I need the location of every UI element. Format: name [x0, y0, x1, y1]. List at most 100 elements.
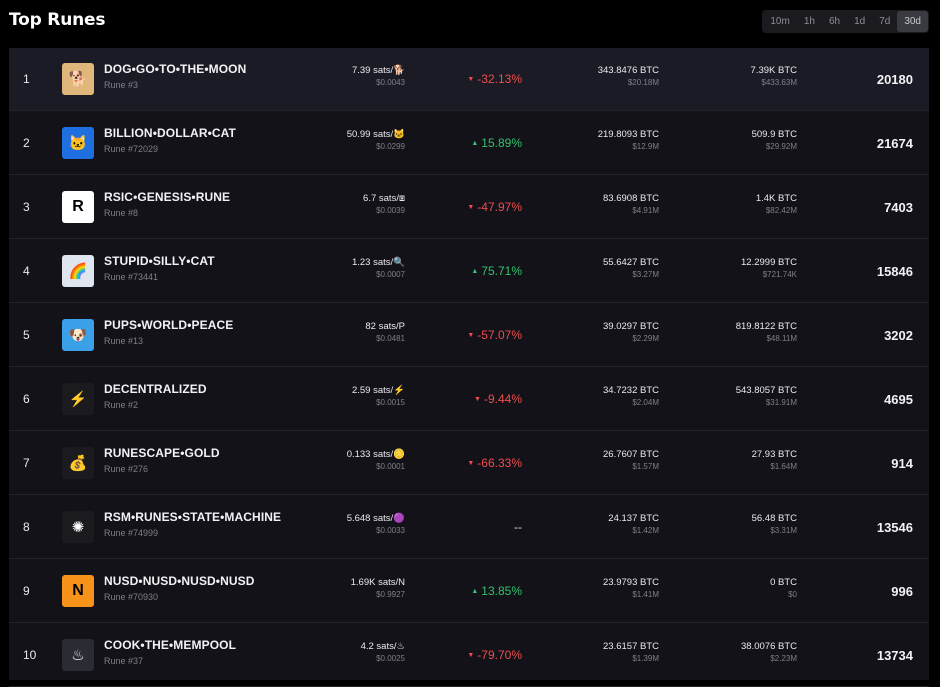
- runes-table: 1 🐕 DOG•GO•TO•THE•MOON Rune #3 7.39 sats…: [9, 48, 929, 687]
- volume-cell: 26.7607 BTC $1.57M: [603, 448, 659, 473]
- avatar-glyph: 🐱: [68, 135, 88, 152]
- table-row[interactable]: 7 💰 RUNESCAPE•GOLD Rune #276 0.133 sats/…: [9, 432, 929, 495]
- holders-count: 914: [891, 455, 913, 471]
- rune-number: Rune #72029: [104, 144, 159, 154]
- table-row[interactable]: 5 🐶 PUPS•WORLD•PEACE Rune #13 82 sats/P …: [9, 304, 929, 367]
- price-usd: $0.0015: [376, 398, 405, 407]
- price-sats: 1.23 sats/🔍: [351, 257, 405, 268]
- range-tab-1d[interactable]: 1d: [854, 16, 866, 27]
- network-icon: ✺: [62, 511, 94, 543]
- rune-name-link[interactable]: RUNESCAPE•GOLD: [104, 446, 220, 460]
- down-arrow-icon: ▼: [467, 459, 475, 467]
- range-tab-7d[interactable]: 7d: [879, 16, 891, 27]
- volume-usd: $3.27M: [632, 270, 659, 279]
- rune-name-link[interactable]: DECENTRALIZED: [104, 382, 207, 396]
- rune-number: Rune #2: [104, 400, 139, 410]
- cat-icon: 🐱: [62, 127, 94, 159]
- market-cap-cell: 27.93 BTC $1.64M: [752, 448, 797, 473]
- market-cap-cell: 56.48 BTC $3.31M: [752, 512, 797, 537]
- rune-number: Rune #70930: [104, 592, 159, 602]
- rune-name-link[interactable]: STUPID•SILLY•CAT: [104, 254, 215, 268]
- market-cap-usd: $433.63M: [761, 78, 797, 87]
- rune-name-link[interactable]: NUSD•NUSD•NUSD•NUSD: [104, 574, 255, 588]
- volume-cell: 219.8093 BTC $12.9M: [598, 128, 659, 153]
- rune-number: Rune #276: [104, 464, 149, 474]
- volume-cell: 23.9793 BTC $1.41M: [603, 576, 659, 601]
- range-tab-10m[interactable]: 10m: [770, 16, 790, 27]
- holders-count: 20180: [876, 71, 913, 87]
- market-cap-cell: 38.0076 BTC $2.23M: [741, 640, 797, 665]
- rune-number: Rune #73441: [104, 272, 159, 282]
- market-cap-cell: 1.4K BTC $82.42M: [756, 192, 797, 217]
- price-cell: 4.2 sats/♨ $0.0025: [361, 640, 405, 665]
- up-arrow-icon: ▲: [471, 139, 479, 147]
- avatar-glyph: ♨: [71, 647, 85, 664]
- volume-usd: $1.42M: [632, 526, 659, 535]
- pups-icon: 🐶: [62, 319, 94, 351]
- avatar-glyph: ⚡: [68, 391, 88, 408]
- change-value: -47.97%: [477, 200, 522, 214]
- volume-btc: 83.6908 BTC: [603, 193, 659, 204]
- volume-btc: 34.7232 BTC: [603, 385, 659, 396]
- volume-cell: 343.8476 BTC $20.18M: [598, 64, 659, 89]
- table-row[interactable]: 8 ✺ RSM•RUNES•STATE•MACHINE Rune #74999 …: [9, 496, 929, 559]
- market-cap-usd: $721.74K: [762, 270, 797, 279]
- volume-usd: $2.04M: [632, 398, 659, 407]
- range-tab-1h[interactable]: 1h: [803, 16, 815, 27]
- price-cell: 1.69K sats/N $0.9927: [351, 576, 405, 601]
- avatar-glyph: 🌈: [68, 263, 88, 280]
- table-row[interactable]: 1 🐕 DOG•GO•TO•THE•MOON Rune #3 7.39 sats…: [9, 48, 929, 111]
- volume-btc: 55.6427 BTC: [603, 257, 659, 268]
- market-cap-usd: $1.64M: [770, 462, 797, 471]
- change-value: --: [514, 520, 522, 534]
- table-row[interactable]: 9 N NUSD•NUSD•NUSD•NUSD Rune #70930 1.69…: [9, 560, 929, 623]
- change-percent: ▼ -57.07%: [467, 304, 522, 366]
- table-row[interactable]: 4 🌈 STUPID•SILLY•CAT Rune #73441 1.23 sa…: [9, 240, 929, 303]
- market-cap-btc: 38.0076 BTC: [741, 641, 797, 652]
- table-row[interactable]: 2 🐱 BILLION•DOLLAR•CAT Rune #72029 50.99…: [9, 112, 929, 175]
- range-tab-6h[interactable]: 6h: [828, 16, 841, 27]
- change-percent: ▼ -9.44%: [474, 368, 522, 430]
- rune-name-link[interactable]: RSM•RUNES•STATE•MACHINE: [104, 510, 282, 524]
- nusd-logo-icon: N: [62, 575, 94, 607]
- market-cap-btc: 819.8122 BTC: [735, 321, 797, 332]
- price-usd: $0.0299: [376, 142, 405, 151]
- holders-count: 3202: [884, 327, 913, 343]
- change-percent: ▼ -66.33%: [467, 432, 522, 494]
- up-arrow-icon: ▲: [471, 587, 479, 595]
- rank-number: 6: [23, 392, 30, 406]
- price-usd: $0.9927: [376, 590, 405, 599]
- change-percent: --: [514, 496, 522, 558]
- price-sats: 2.59 sats/⚡: [351, 385, 405, 396]
- range-tab-30d[interactable]: 30d: [897, 11, 928, 32]
- lightning-icon: ⚡: [62, 383, 94, 415]
- volume-btc: 24.137 BTC: [608, 513, 659, 524]
- rune-name-link[interactable]: RSIC•GENESIS•RUNE: [104, 190, 231, 204]
- rsic-logo-icon: R: [62, 191, 94, 223]
- table-row[interactable]: 6 ⚡ DECENTRALIZED Rune #2 2.59 sats/⚡ $0…: [9, 368, 929, 431]
- volume-btc: 219.8093 BTC: [597, 129, 659, 140]
- change-value: -79.70%: [477, 648, 522, 662]
- dog-icon: 🐕: [62, 63, 94, 95]
- market-cap-usd: $82.42M: [765, 206, 797, 215]
- volume-usd: $2.29M: [632, 334, 659, 343]
- rune-name-link[interactable]: DOG•GO•TO•THE•MOON: [104, 62, 247, 76]
- rune-name-link[interactable]: COOK•THE•MEMPOOL: [104, 638, 237, 652]
- price-sats: 50.99 sats/🐱: [346, 129, 405, 140]
- volume-btc: 23.6157 BTC: [603, 641, 659, 652]
- market-cap-btc: 27.93 BTC: [751, 449, 797, 460]
- rank-number: 2: [23, 136, 30, 150]
- volume-btc: 39.0297 BTC: [603, 321, 659, 332]
- rune-name-link[interactable]: BILLION•DOLLAR•CAT: [104, 126, 236, 140]
- avatar-glyph: 🐶: [68, 327, 88, 344]
- rune-name-link[interactable]: PUPS•WORLD•PEACE: [104, 318, 234, 332]
- volume-usd: $12.9M: [632, 142, 659, 151]
- table-row[interactable]: 10 ♨ COOK•THE•MEMPOOL Rune #37 4.2 sats/…: [9, 624, 929, 687]
- rank-number: 7: [23, 456, 30, 470]
- down-arrow-icon: ▼: [467, 651, 475, 659]
- rune-number: Rune #8: [104, 208, 139, 218]
- holders-count: 7403: [884, 199, 913, 215]
- rank-number: 10: [23, 648, 37, 662]
- table-row[interactable]: 3 R RSIC•GENESIS•RUNE Rune #8 6.7 sats/⧆…: [9, 176, 929, 239]
- change-value: -9.44%: [483, 392, 522, 406]
